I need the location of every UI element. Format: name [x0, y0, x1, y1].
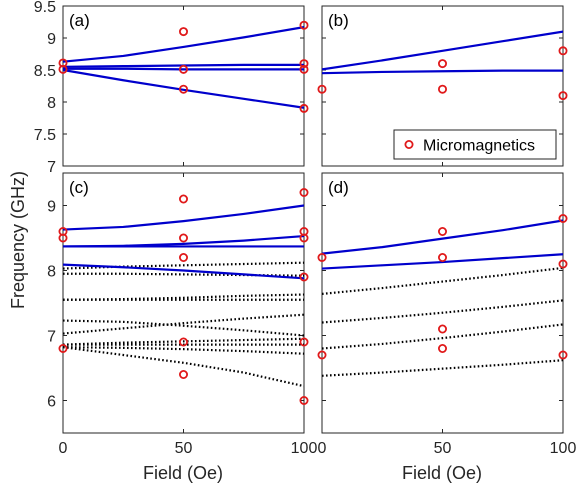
dotted-series-line [322, 323, 563, 350]
plot-area [322, 30, 563, 75]
y-tick-label: 6 [47, 394, 56, 411]
micromagnetics-point [299, 59, 309, 69]
solid-series-line [63, 204, 304, 231]
panel-3: 0 50 100 (d) [317, 172, 577, 457]
micromagnetics-point [437, 84, 447, 94]
legend: Micromagnetics [393, 129, 557, 160]
micromagnetics-point [558, 91, 568, 101]
micromagnetics-point [178, 194, 188, 204]
plot-area [63, 26, 304, 109]
micromagnetics-point [58, 233, 68, 243]
x-axis-title-right: Field (Oe) [402, 463, 482, 483]
micromagnetics-point [178, 27, 188, 37]
dotted-series-line [63, 337, 304, 346]
micromagnetics-point [558, 213, 568, 223]
y-tick-label: 7 [47, 329, 56, 346]
micromagnetics-point [299, 103, 309, 113]
y-tick-label: 8 [47, 95, 56, 112]
dotted-series-line [63, 346, 304, 355]
micromagnetics-point [58, 343, 68, 353]
legend-marker [404, 139, 414, 149]
y-tick-label: 8.5 [34, 63, 56, 80]
panel-label: (d) [328, 178, 349, 197]
micromagnetics-point [178, 369, 188, 379]
x-tick-label: 50 [175, 440, 193, 457]
y-tick-label: 9 [47, 199, 56, 216]
axes-frame [321, 172, 564, 434]
micromagnetics-point [437, 226, 447, 236]
y-tick-label: 9 [47, 31, 56, 48]
y-tick-label: 7 [47, 159, 56, 176]
axes-frame [62, 172, 305, 434]
plot-area [63, 204, 304, 388]
solid-series-line [322, 69, 563, 75]
micromagnetics-point [178, 337, 188, 347]
legend-box [393, 129, 557, 160]
y-axis-title: Frequency (GHz) [8, 171, 28, 309]
micromagnetics-point [317, 350, 327, 360]
solid-series-line [63, 68, 304, 109]
micromagnetics-point [178, 64, 188, 74]
micromagnetics-point [178, 84, 188, 94]
y-tick-label: 8 [47, 264, 56, 281]
x-axis-title-left: Field (Oe) [143, 463, 223, 483]
micromagnetics-point [299, 64, 309, 74]
micromagnetics-point [558, 46, 568, 56]
plot-area [322, 219, 563, 377]
solid-series-line [322, 30, 563, 71]
panels: 7 7.5 8 8.5 9 9.5 (a) (b) Micromagnetics 0 50 100 6 7… [34, 0, 577, 457]
micromagnetics-point [317, 84, 327, 94]
panel-2: 0 50 100 6 7 8 9 (c) [47, 172, 318, 457]
legend-entry: Micromagnetics [423, 138, 535, 155]
solid-series-line [63, 26, 304, 63]
micromagnetics-point [437, 59, 447, 69]
micromagnetics-point [299, 272, 309, 282]
micromagnetics-point [317, 252, 327, 262]
y-tick-label: 9.5 [34, 0, 56, 16]
x-tick-label: 50 [434, 440, 452, 457]
x-tick-label: 100 [291, 440, 318, 457]
dotted-series-line [322, 359, 563, 377]
dotted-series-line [322, 266, 563, 295]
micromagnetics-point [437, 343, 447, 353]
solid-series-line [322, 253, 563, 270]
x-tick-label: 0 [59, 440, 68, 457]
dotted-series-line [322, 299, 563, 324]
dotted-series-line [63, 319, 304, 337]
x-tick-label: 100 [550, 440, 577, 457]
dotted-series-line [63, 313, 304, 335]
panel-label: (c) [69, 178, 89, 197]
solid-series-line [63, 263, 304, 280]
solid-series-line [63, 67, 304, 71]
micromagnetics-point [299, 187, 309, 197]
micromagnetics-point [558, 350, 568, 360]
dotted-series-line [63, 346, 304, 388]
micromagnetics-point [437, 252, 447, 262]
micromagnetics-point [178, 252, 188, 262]
micromagnetics-point [299, 395, 309, 405]
micromagnetics-point [299, 337, 309, 347]
panel-label: (b) [328, 11, 349, 30]
micromagnetics-point [58, 64, 68, 74]
micromagnetics-point [558, 259, 568, 269]
micromagnetics-point [437, 324, 447, 334]
panel-label: (a) [69, 11, 90, 30]
micromagnetics-point [299, 20, 309, 30]
micromagnetics-point [299, 233, 309, 243]
micromagnetics-point [178, 233, 188, 243]
panel-0: 7 7.5 8 8.5 9 9.5 (a) [34, 0, 309, 176]
y-tick-label: 7.5 [34, 127, 56, 144]
panel-1: (b) Micromagnetics [317, 5, 568, 167]
solid-series-line [322, 219, 563, 255]
x-tick-label: 0 [318, 440, 327, 457]
